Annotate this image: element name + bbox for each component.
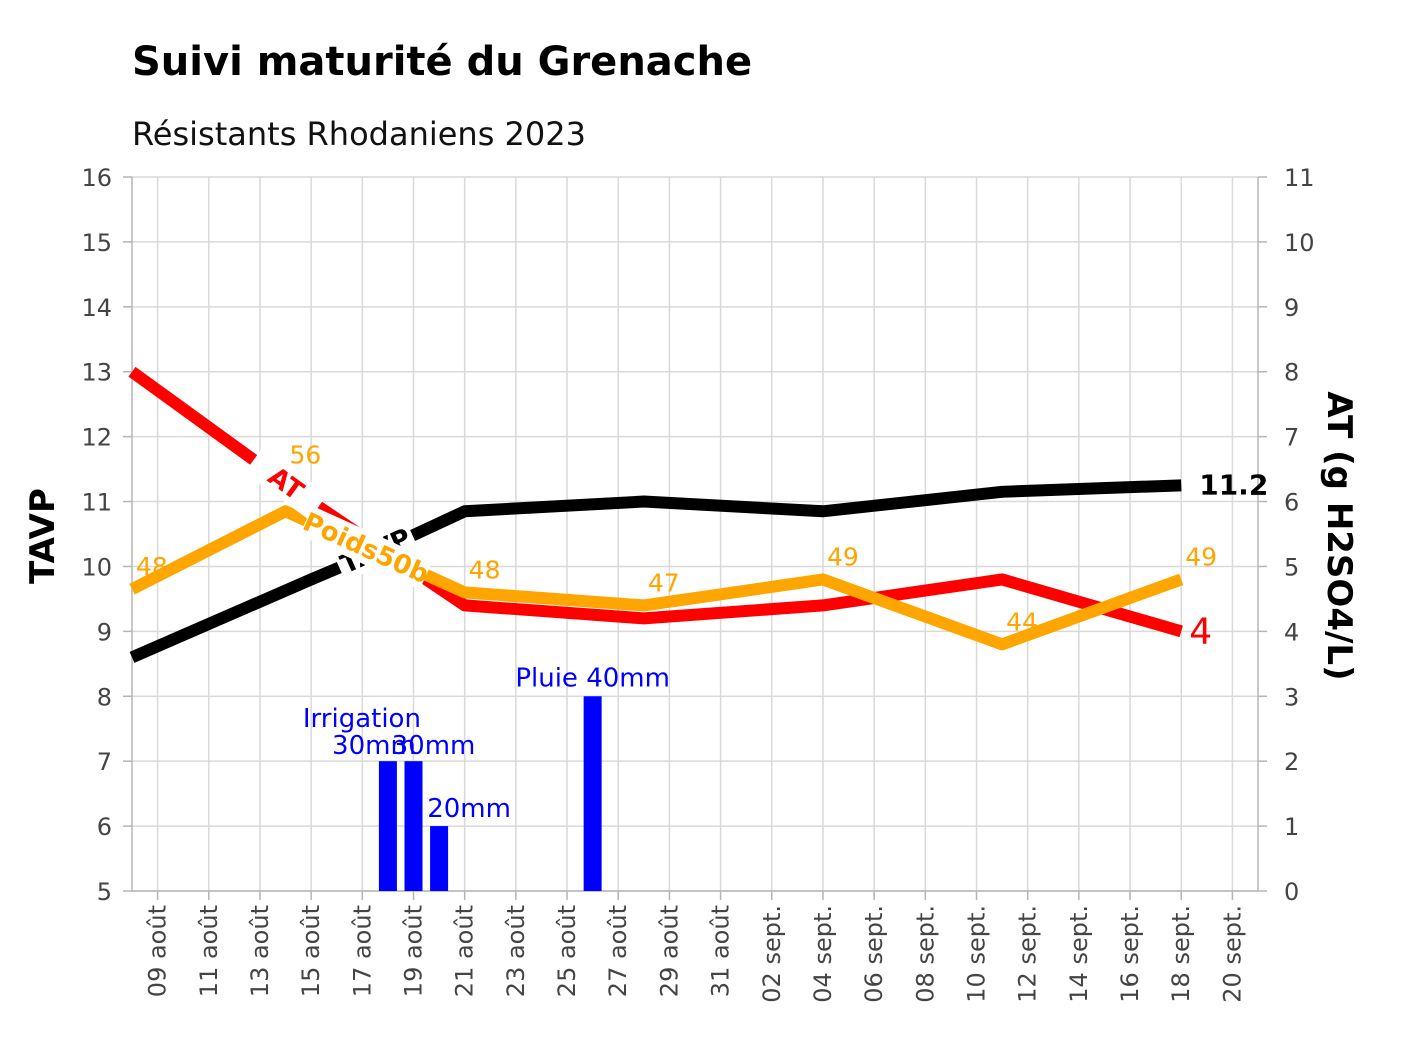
- x-tick-label: 29 août: [655, 905, 683, 997]
- water-bars-layer: [378, 696, 602, 891]
- poids-point-label: 49: [827, 542, 859, 571]
- y-tick-label-left: 6: [97, 813, 112, 841]
- y-tick-label-left: 14: [81, 294, 112, 322]
- series-line-at: [128, 366, 1183, 638]
- y-tick-label-left: 7: [97, 748, 112, 776]
- water-bar: [378, 761, 397, 891]
- chart-subtitle: Résistants Rhodaniens 2023: [132, 115, 586, 153]
- y-axis-title-right: AT (g H2SO4/L): [1319, 391, 1359, 680]
- poids-point-label: 48: [136, 552, 168, 581]
- water-bar: [404, 761, 423, 891]
- y-tick-label-right: 1: [1284, 813, 1299, 841]
- water-label: 30mm: [392, 731, 476, 761]
- x-tick-label: 10 sept.: [963, 905, 991, 1003]
- poids-point-label: 44: [1006, 607, 1038, 636]
- series-line-tavp: [129, 479, 1182, 663]
- y-tick-label-right: 7: [1284, 424, 1299, 452]
- y-tick-label-right: 9: [1284, 294, 1299, 322]
- y-tick-label-left: 15: [81, 229, 112, 257]
- y-tick-label-right: 3: [1284, 683, 1299, 711]
- x-tick-label: 13 août: [246, 905, 274, 997]
- y-tick-label-right: 11: [1284, 164, 1315, 192]
- y-tick-label-right: 5: [1284, 553, 1299, 581]
- x-tick-label: 11 août: [195, 905, 223, 997]
- x-tick-label: 16 sept.: [1116, 905, 1144, 1003]
- water-label: 20mm: [427, 794, 511, 824]
- y-tick-label-left: 12: [81, 424, 112, 452]
- poids-point-label: 47: [648, 568, 680, 597]
- water-label: Irrigation: [303, 704, 421, 734]
- water-bar: [430, 826, 449, 891]
- y-tick-label-right: 0: [1284, 878, 1299, 906]
- x-tick-label: 23 août: [502, 905, 530, 997]
- axes-layer: 09 août 11 août 13 août 15 août 17 août 19 ao…: [81, 164, 1314, 1003]
- y-axis-title-left: TAVP: [23, 488, 63, 584]
- y-tick-label-left: 8: [97, 683, 112, 711]
- x-tick-label: 31 août: [707, 905, 735, 997]
- x-tick-label: 08 sept.: [911, 905, 939, 1003]
- y-tick-label-left: 5: [97, 878, 112, 906]
- x-tick-label: 02 sept.: [758, 905, 786, 1003]
- x-tick-label: 06 sept.: [860, 905, 888, 1003]
- y-tick-label-left: 11: [81, 489, 112, 517]
- poids-point-label: 56: [290, 440, 322, 469]
- y-tick-label-right: 8: [1284, 359, 1299, 387]
- x-tick-label: 04 sept.: [809, 905, 837, 1003]
- x-tick-label: 09 août: [144, 905, 172, 997]
- series-lines-layer: [128, 366, 1184, 663]
- y-tick-label-left: 10: [81, 553, 112, 581]
- x-tick-label: 18 sept.: [1167, 905, 1195, 1003]
- x-tick-label: 19 août: [400, 905, 428, 997]
- x-tick-label: 14 sept.: [1065, 905, 1093, 1003]
- inline-label-halo: [299, 505, 433, 590]
- end-label-tavp: 11.2: [1199, 468, 1268, 501]
- end-label-at: 4: [1189, 611, 1212, 652]
- poids-point-label: 49: [1185, 542, 1217, 571]
- x-tick-label: 17 août: [348, 905, 376, 997]
- x-tick-label: 21 août: [451, 905, 479, 997]
- y-tick-label-right: 4: [1284, 618, 1299, 646]
- x-tick-label: 20 sept.: [1218, 905, 1246, 1003]
- y-tick-label-left: 13: [81, 359, 112, 387]
- x-tick-label: 25 août: [553, 905, 581, 997]
- poids-point-label: 48: [469, 555, 501, 584]
- water-label: Pluie 40mm: [515, 663, 670, 693]
- y-tick-label-right: 6: [1284, 489, 1299, 517]
- chart-title: Suivi maturité du Grenache: [132, 39, 752, 85]
- x-tick-label: 15 août: [297, 905, 325, 997]
- y-tick-label-right: 2: [1284, 748, 1299, 776]
- x-tick-label: 12 sept.: [1014, 905, 1042, 1003]
- x-tick-label: 27 août: [604, 905, 632, 997]
- y-tick-label-left: 16: [81, 164, 112, 192]
- water-bar: [583, 696, 602, 891]
- water-label: 30mm: [332, 731, 416, 761]
- series-line-poids50b: [129, 505, 1184, 651]
- y-tick-label-left: 9: [97, 618, 112, 646]
- inline-label-halo: [244, 446, 328, 520]
- y-tick-label-right: 10: [1284, 229, 1315, 257]
